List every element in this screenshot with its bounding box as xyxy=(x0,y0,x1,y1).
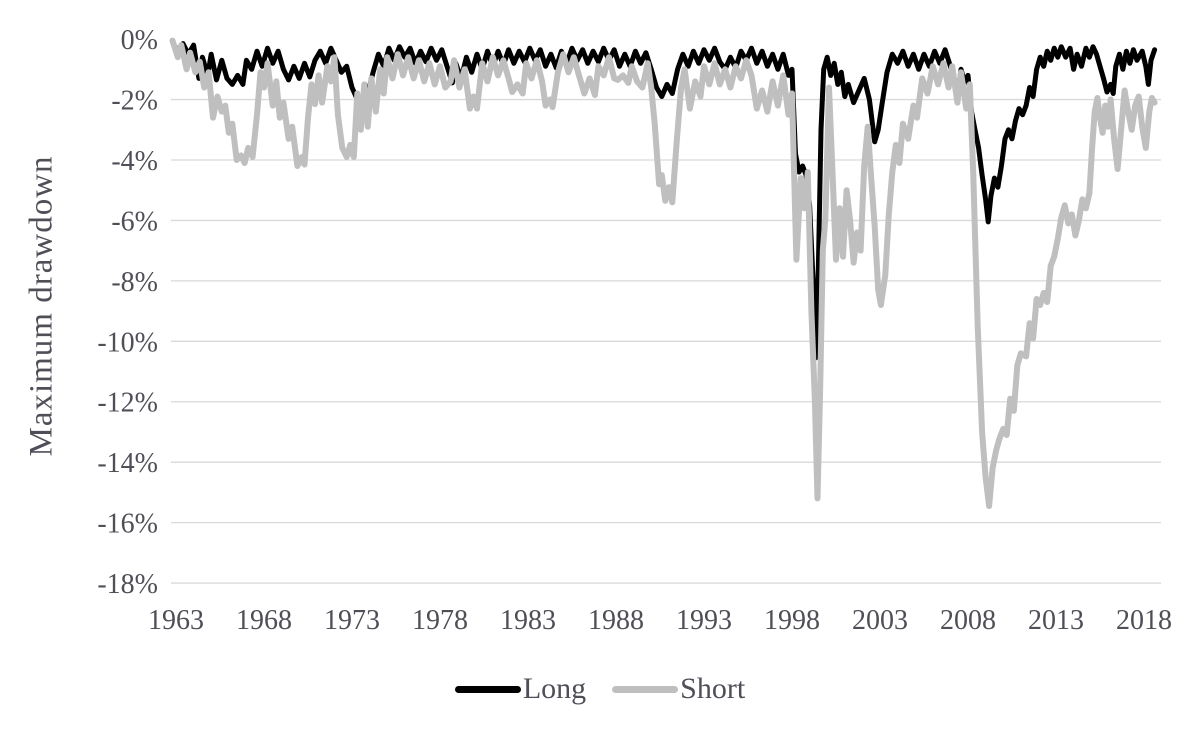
y-tick-label: -4% xyxy=(111,146,158,177)
y-tick-label: -8% xyxy=(111,267,158,298)
long-line-swatch xyxy=(454,685,521,693)
y-tick-label: -10% xyxy=(97,327,158,358)
x-tick-label: 2003 xyxy=(852,605,908,636)
x-tick-label: 1968 xyxy=(236,605,292,636)
short-line-swatch xyxy=(612,685,679,693)
legend-label-long: Long xyxy=(522,672,587,705)
plot-area: 0% -2% -4% -6% -8% -10% -12% -14% -16% -18% 1963 19… xyxy=(97,25,1172,636)
legend-item-long: Long xyxy=(454,672,587,706)
x-tick-label: 2008 xyxy=(940,605,996,636)
x-tick-label: 1978 xyxy=(412,605,468,636)
legend-item-short: Short xyxy=(612,672,745,706)
y-tick-label: -2% xyxy=(111,86,158,117)
legend: Long Short xyxy=(0,672,1200,706)
legend-label-short: Short xyxy=(680,672,746,705)
y-tick-label: -18% xyxy=(97,569,158,600)
x-tick-label: 1993 xyxy=(676,605,732,636)
y-tick-label: -12% xyxy=(97,388,158,419)
x-tick-label: 2018 xyxy=(1116,605,1172,636)
y-tick-label: -6% xyxy=(111,206,158,237)
x-tick-label: 1988 xyxy=(588,605,644,636)
x-tick-label: 1983 xyxy=(500,605,556,636)
y-tick-label: 0% xyxy=(121,25,158,56)
y-tick-label: -14% xyxy=(97,448,158,479)
x-tick-label: 2013 xyxy=(1028,605,1084,636)
x-tick-label: 1998 xyxy=(764,605,820,636)
y-tick-label: -16% xyxy=(97,509,158,540)
series-line-short xyxy=(169,37,1158,509)
x-tick-label: 1973 xyxy=(324,605,380,636)
x-tick-label: 1963 xyxy=(148,605,204,636)
